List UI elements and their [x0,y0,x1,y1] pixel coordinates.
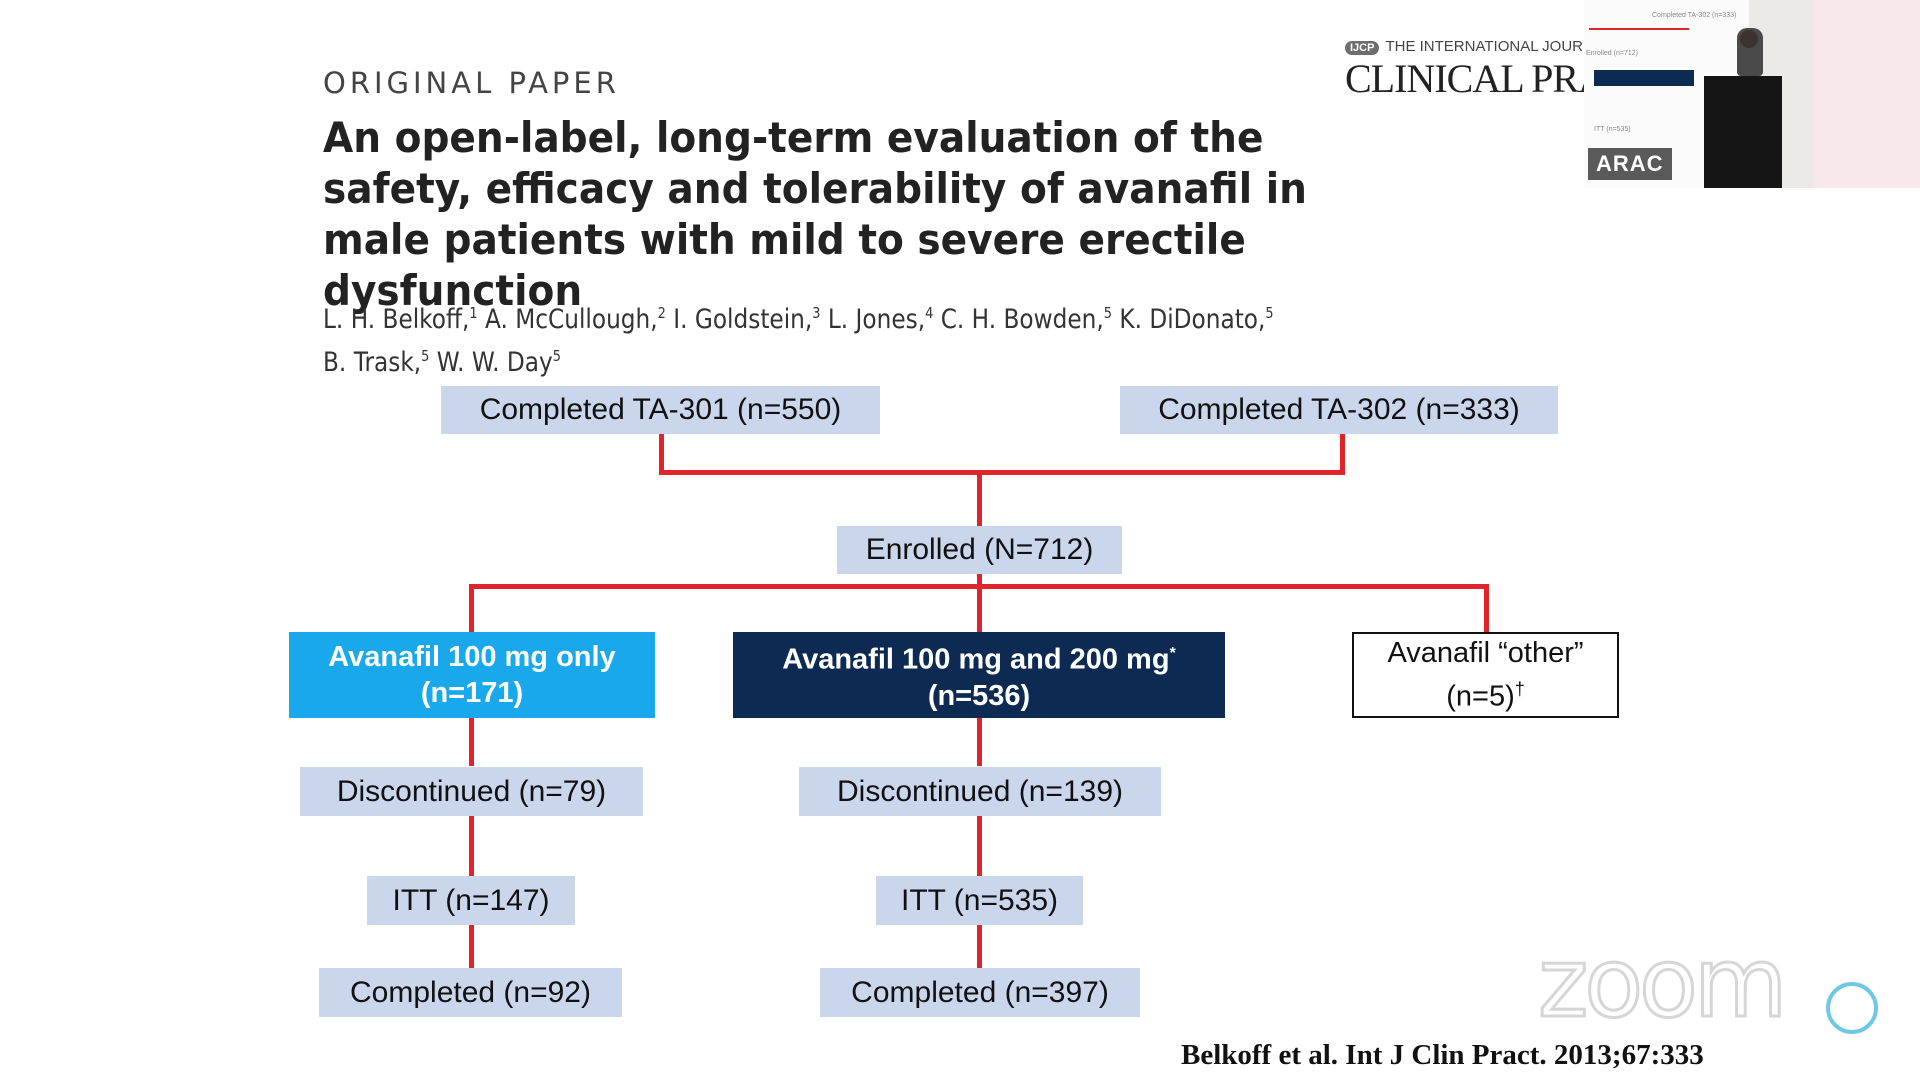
connector-ta302-down [1340,432,1345,474]
journal-badge: IJCP [1345,41,1380,55]
box-arm1: Avanafil 100 mg only (n=171) [289,632,655,718]
arm3-line1: Avanafil “other” [1387,637,1584,670]
arm3-line2: (n=5) [1446,680,1515,713]
connector-to-enrolled [977,470,982,529]
connector-arm2-itt [977,814,982,876]
author: A. McCullough,2 [484,304,666,335]
mini-label-enrolled: Enrolled (n=712) [1586,50,1638,57]
speaker-video-thumbnail[interactable]: Completed TA-302 (n=333) Enrolled (n=712… [1584,0,1920,188]
author: C. H. Bowden,5 [940,304,1112,335]
box-arm3: Avanafil “other” (n=5)† [1352,632,1619,718]
box-arm1-completed: Completed (n=92) [319,968,622,1017]
journal-line1: THE INTERNATIONAL JOURNAL [1385,38,1613,55]
connector-top-horizontal [659,470,1345,475]
mini-connector [1589,28,1689,30]
box-arm2-itt: ITT (n=535) [876,876,1083,925]
box-arm2-completed: Completed (n=397) [820,968,1140,1017]
arm3-sup: † [1514,679,1525,700]
arm3-line2-wrap: (n=5)† [1446,671,1525,715]
box-arm1-itt: ITT (n=147) [367,876,575,925]
connector-arm2-completed [977,924,982,969]
connector-arm3-top [1484,584,1489,634]
conference-logo-icon [1826,982,1878,1034]
author: B. Trask,5 [323,347,430,378]
arm2-line2: (n=536) [927,679,1031,712]
author: K. DiDonato,5 [1119,304,1274,335]
author: L. H. Belkoff,1 [323,304,478,335]
connector-ta301-down [659,432,664,474]
podium [1704,76,1782,188]
author-list: L. H. Belkoff,1 A. McCullough,2 I. Golds… [323,295,1274,381]
connector-arm-horizontal [469,584,1489,589]
box-enrolled: Enrolled (N=712) [837,526,1122,574]
box-arm2-discontinued: Discontinued (n=139) [799,767,1161,816]
speaker-head [1740,30,1758,48]
citation: Belkoff et al. Int J Clin Pract. 2013;67… [1181,1039,1704,1071]
author-line-2: B. Trask,5 W. W. Day5 [323,338,1274,381]
arm2-line1-wrap: Avanafil 100 mg and 200 mg* [782,636,1176,678]
connector-enrolled-down [977,570,982,633]
paper-title: An open-label, long-term evaluation of t… [323,113,1307,315]
box-arm1-discontinued: Discontinued (n=79) [300,767,643,816]
speaker-name-label: ARAC [1588,148,1672,180]
arm1-line1: Avanafil 100 mg only [328,641,616,673]
connector-arm1-top [469,584,474,634]
mini-label-itt: ITT (n=535) [1594,126,1631,133]
box-ta301: Completed TA-301 (n=550) [441,386,880,434]
arm1-line2: (n=171) [420,677,524,709]
connector-arm1-completed [469,924,474,969]
connector-arm2-disc [977,716,982,766]
journal-header: IJCP THE INTERNATIONAL JOURNAL [1345,38,1612,55]
mini-arm-box [1594,70,1694,86]
paper-type-label: ORIGINAL PAPER [323,66,620,100]
room-wall-right [1814,0,1920,188]
author: I. Goldstein,3 [673,304,821,335]
connector-arm1-itt [469,814,474,876]
author-line-1: L. H. Belkoff,1 A. McCullough,2 I. Golds… [323,295,1274,338]
arm2-sup: * [1169,645,1176,663]
journal-name: CLINICAL PRA [1345,56,1607,101]
author: L. Jones,4 [827,304,934,335]
box-arm2: Avanafil 100 mg and 200 mg* (n=536) [733,632,1225,718]
box-ta302: Completed TA-302 (n=333) [1120,386,1558,434]
author: W. W. Day5 [436,347,561,378]
connector-arm1-disc [469,716,474,766]
arm2-line1: Avanafil 100 mg and 200 mg [782,643,1170,676]
zoom-watermark: zoom [1536,927,1788,1039]
mini-label-ta302: Completed TA-302 (n=333) [1652,12,1737,19]
